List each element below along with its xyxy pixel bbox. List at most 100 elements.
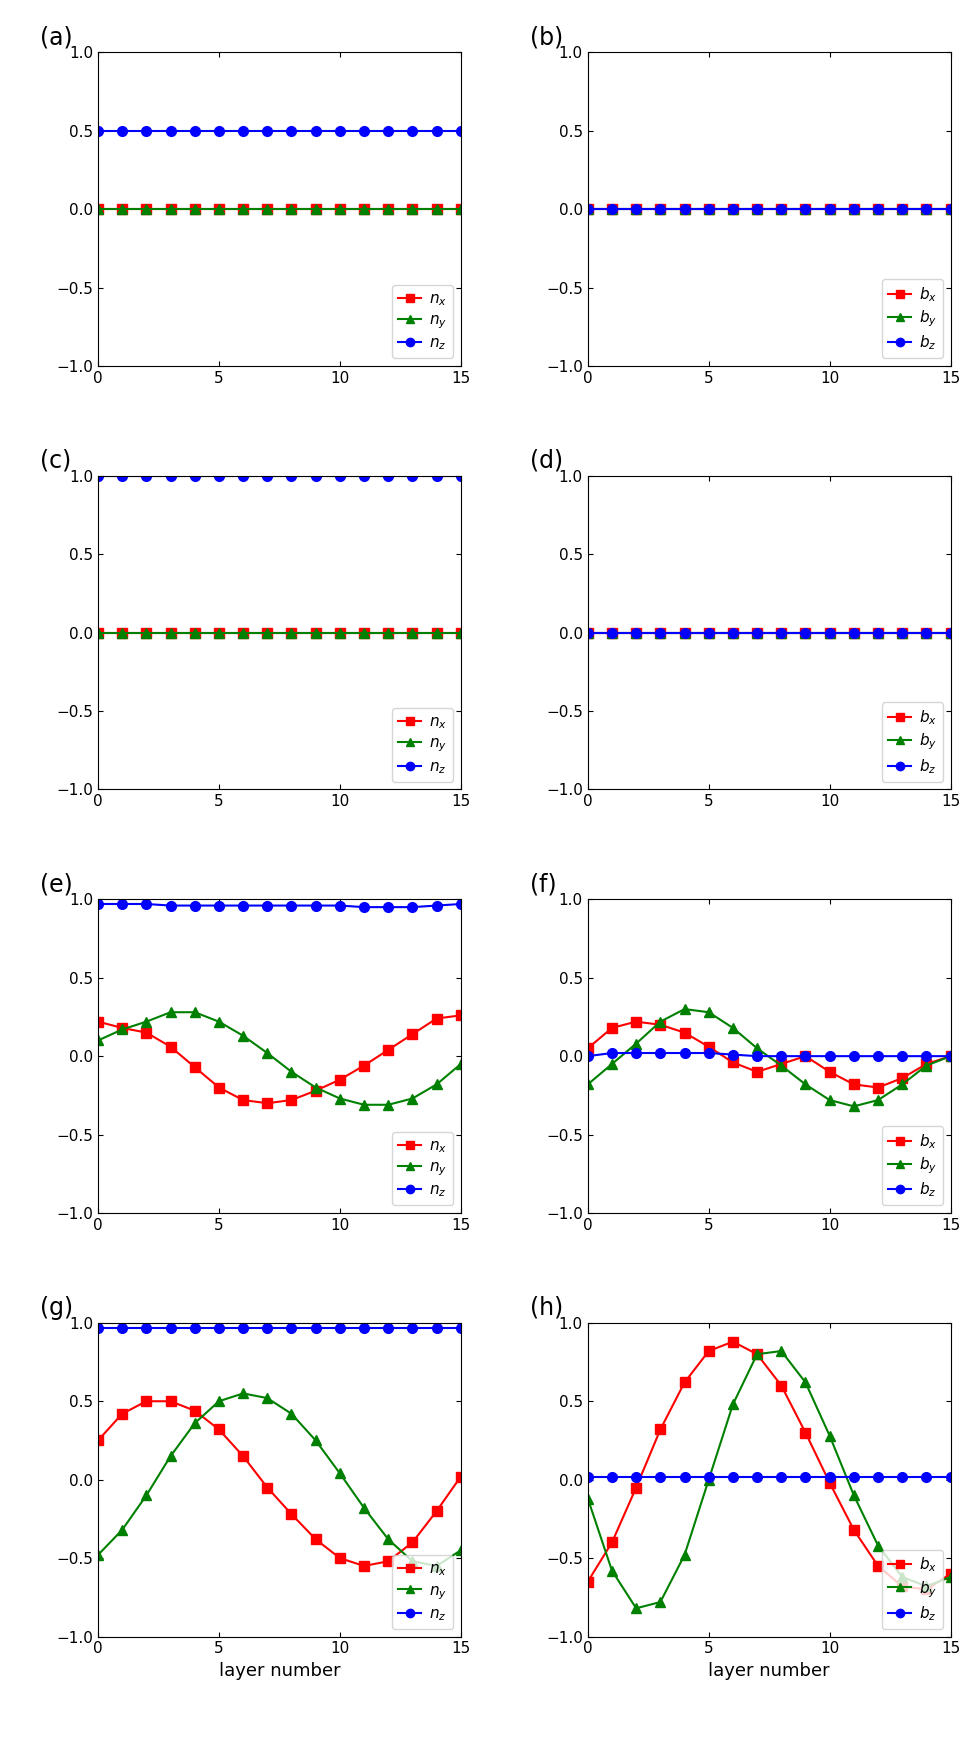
$b_{z}$: [872, 1046, 884, 1067]
$n_{y}$: [237, 1025, 249, 1046]
$n_{z}$: [407, 120, 418, 141]
Line: $b_{x}$: $b_{x}$: [583, 1337, 956, 1595]
$n_{y}$: [189, 622, 201, 642]
$b_{y}$: [824, 198, 836, 219]
$b_{x}$: [752, 622, 763, 642]
$n_{z}$: [237, 1318, 249, 1339]
$b_{z}$: [630, 198, 642, 219]
$b_{y}$: [727, 1017, 739, 1038]
$n_{y}$: [92, 198, 104, 219]
$n_{z}$: [165, 120, 176, 141]
$n_{x}$: [189, 1400, 201, 1421]
$b_{z}$: [775, 622, 787, 642]
$b_{x}$: [582, 1038, 594, 1059]
$n_{x}$: [431, 198, 443, 219]
$n_{x}$: [237, 622, 249, 642]
$n_{y}$: [189, 198, 201, 219]
$b_{x}$: [727, 622, 739, 642]
$n_{z}$: [189, 895, 201, 916]
$n_{y}$: [431, 198, 443, 219]
$b_{x}$: [727, 198, 739, 219]
$n_{x}$: [431, 622, 443, 642]
$b_{x}$: [655, 198, 666, 219]
$b_{x}$: [630, 622, 642, 642]
$n_{z}$: [310, 465, 321, 486]
$n_{x}$: [407, 1024, 418, 1045]
$b_{y}$: [752, 1344, 763, 1365]
$n_{y}$: [407, 1551, 418, 1572]
$b_{z}$: [848, 198, 859, 219]
$b_{z}$: [582, 622, 594, 642]
Line: $n_{x}$: $n_{x}$: [93, 204, 466, 214]
$b_{y}$: [945, 1046, 956, 1067]
Line: $n_{y}$: $n_{y}$: [93, 1008, 466, 1109]
$n_{z}$: [140, 120, 152, 141]
$b_{y}$: [800, 1372, 811, 1393]
$b_{x}$: [582, 622, 594, 642]
$b_{x}$: [897, 622, 908, 642]
$n_{z}$: [285, 120, 297, 141]
$b_{z}$: [872, 198, 884, 219]
$n_{x}$: [285, 622, 297, 642]
$n_{z}$: [285, 1318, 297, 1339]
$b_{y}$: [920, 622, 932, 642]
$b_{y}$: [606, 1053, 617, 1074]
$b_{y}$: [630, 1598, 642, 1619]
$n_{y}$: [310, 622, 321, 642]
$b_{y}$: [679, 1544, 691, 1565]
$n_{y}$: [455, 1053, 466, 1074]
$n_{y}$: [262, 1043, 273, 1064]
Line: $n_{x}$: $n_{x}$: [93, 1396, 466, 1570]
$n_{y}$: [382, 1095, 394, 1116]
$b_{y}$: [679, 999, 691, 1020]
$n_{x}$: [117, 1017, 128, 1038]
$n_{y}$: [334, 198, 346, 219]
$b_{x}$: [945, 198, 956, 219]
$n_{x}$: [334, 198, 346, 219]
$n_{y}$: [455, 622, 466, 642]
$b_{y}$: [703, 198, 714, 219]
$b_{y}$: [582, 1074, 594, 1095]
$n_{z}$: [455, 893, 466, 914]
$b_{x}$: [655, 1419, 666, 1440]
Line: $b_{y}$: $b_{y}$: [583, 629, 956, 637]
$n_{z}$: [92, 120, 104, 141]
$b_{x}$: [606, 1532, 617, 1553]
$b_{x}$: [824, 198, 836, 219]
$b_{y}$: [872, 622, 884, 642]
$n_{x}$: [310, 1529, 321, 1549]
$n_{x}$: [382, 1039, 394, 1060]
$n_{x}$: [407, 622, 418, 642]
$n_{z}$: [117, 120, 128, 141]
$b_{x}$: [679, 622, 691, 642]
$n_{z}$: [237, 120, 249, 141]
$n_{y}$: [117, 198, 128, 219]
$b_{x}$: [800, 1046, 811, 1067]
$n_{x}$: [310, 1079, 321, 1100]
$n_{z}$: [334, 895, 346, 916]
$b_{y}$: [897, 198, 908, 219]
$b_{y}$: [848, 622, 859, 642]
$b_{y}$: [848, 1485, 859, 1506]
$n_{x}$: [262, 1093, 273, 1114]
$b_{x}$: [800, 1422, 811, 1443]
$n_{y}$: [140, 198, 152, 219]
$n_{z}$: [310, 120, 321, 141]
$n_{z}$: [262, 120, 273, 141]
$n_{z}$: [285, 895, 297, 916]
$b_{z}$: [655, 1043, 666, 1064]
$b_{z}$: [655, 622, 666, 642]
$n_{y}$: [310, 1429, 321, 1450]
Text: (h): (h): [530, 1295, 563, 1320]
$b_{x}$: [655, 1015, 666, 1036]
$n_{z}$: [117, 465, 128, 486]
$n_{y}$: [213, 1012, 224, 1032]
$n_{x}$: [237, 1090, 249, 1111]
$n_{x}$: [140, 1022, 152, 1043]
$n_{z}$: [310, 895, 321, 916]
$n_{x}$: [262, 1476, 273, 1497]
$n_{z}$: [382, 465, 394, 486]
$n_{y}$: [285, 198, 297, 219]
$n_{z}$: [92, 893, 104, 914]
$b_{x}$: [872, 1078, 884, 1099]
